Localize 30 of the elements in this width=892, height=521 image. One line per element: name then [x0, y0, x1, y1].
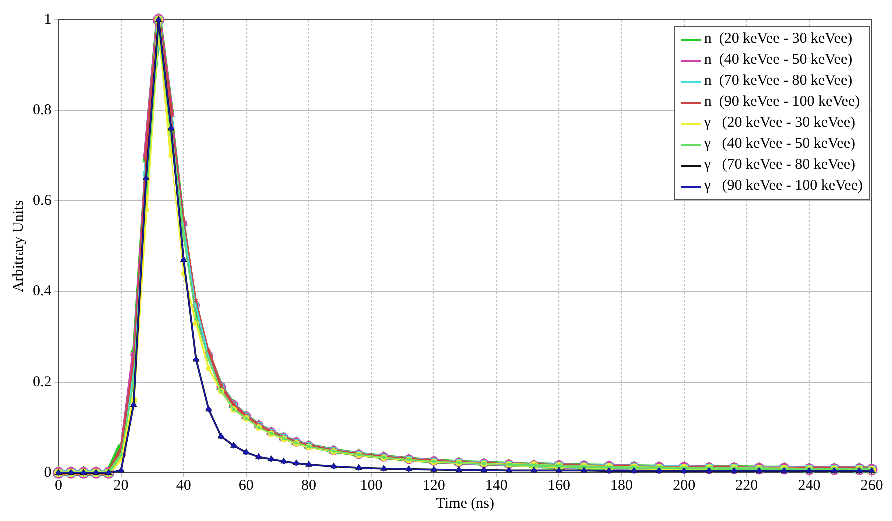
x-tick-label: 20 — [114, 478, 129, 494]
x-tick-label: 80 — [301, 478, 316, 494]
legend-label: n (40 keVee - 50 keVee) — [704, 51, 853, 70]
x-tick-label: 220 — [736, 478, 758, 494]
y-tick-label: 0.4 — [33, 284, 52, 300]
y-tick-label: 0.8 — [33, 102, 52, 119]
x-tick-label: 160 — [548, 478, 570, 494]
x-tick-label: 40 — [176, 478, 192, 494]
legend-label: n (70 keVee - 80 keVee) — [704, 72, 853, 91]
legend-label: n (90 keVee - 100 keVee) — [704, 93, 860, 112]
x-tick-label: 200 — [673, 478, 696, 494]
legend-label: γ (40 keVee - 50 keVee) — [704, 135, 856, 154]
x-tick-label: 180 — [610, 478, 634, 494]
legend-label: γ (20 keVee - 30 keVee) — [704, 114, 856, 133]
x-tick-label: 100 — [360, 478, 383, 494]
x-tick-label: 240 — [798, 478, 821, 494]
x-tick-label: 0 — [55, 478, 62, 494]
legend-label: γ (70 keVee - 80 keVee) — [704, 156, 856, 175]
y-tick-label: 0 — [44, 464, 52, 481]
x-tick-label: 260 — [860, 478, 884, 494]
y-tick-label: 0.6 — [33, 193, 52, 210]
x-tick-label: 60 — [238, 478, 254, 494]
y-axis-title: Arbitrary Units — [10, 200, 27, 293]
x-tick-label: 140 — [485, 478, 508, 494]
y-tick-label: 0.2 — [33, 374, 52, 390]
y-tick-label: 1 — [44, 12, 52, 28]
x-tick-label: 120 — [422, 478, 446, 494]
legend-label: n (20 keVee - 30 keVee) — [704, 30, 853, 49]
x-axis-title: Time (ns) — [436, 496, 494, 512]
legend-label: γ (90 keVee - 100 keVee) — [704, 177, 863, 196]
